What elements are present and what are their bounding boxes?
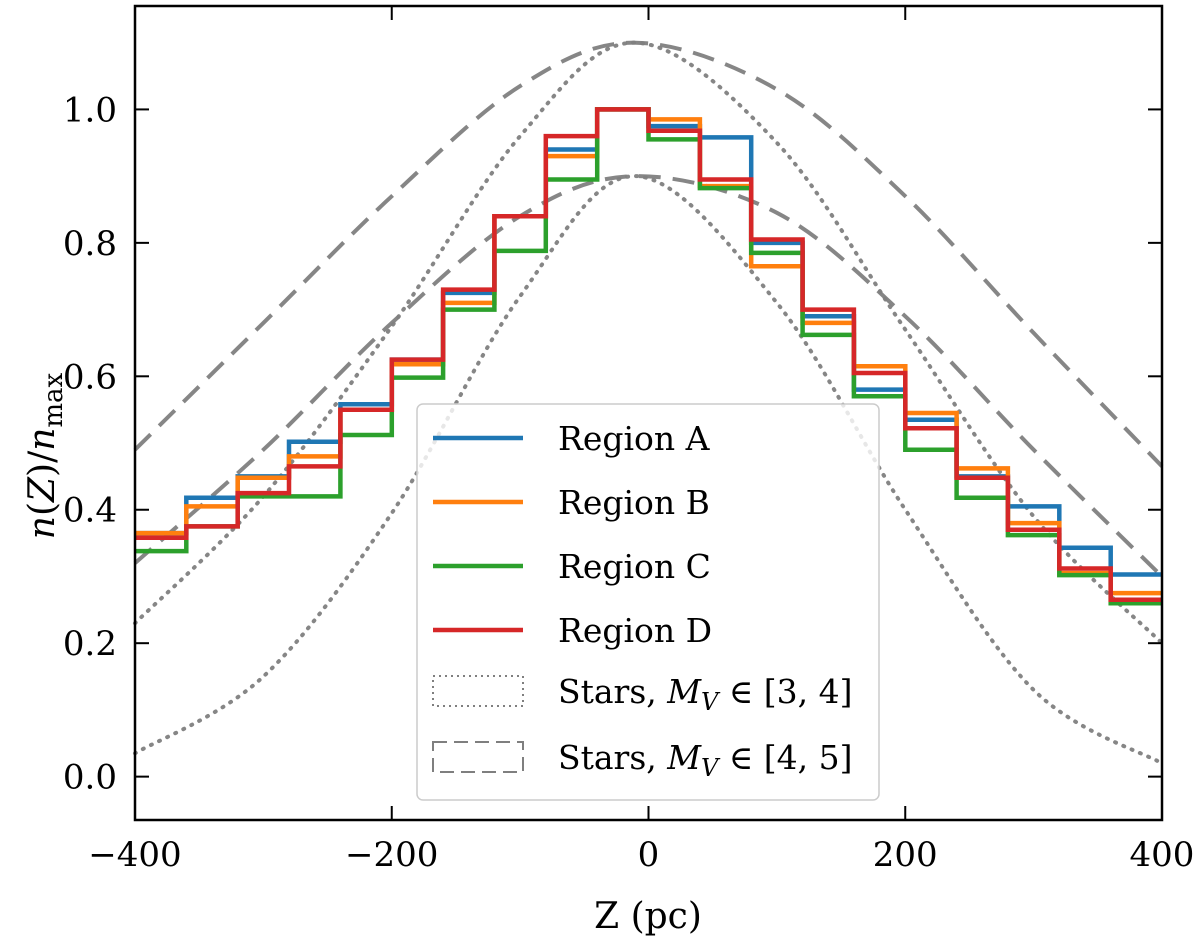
legend-label-prefix: Stars, [558,738,667,777]
axis-ticks [134,6,1163,820]
y-tick-label: 0.0 [63,758,117,798]
legend-label-suffix: ∈ [4, 5] [718,738,852,777]
legend-label-math: M [666,738,702,777]
legend-label-region-b: Region B [558,483,710,522]
y-label-paren-open: ( [22,502,63,516]
legend: Region A Region B Region C Region D Star… [416,403,880,801]
legend-label-region-d: Region D [558,611,712,650]
y-tick-label: 1.0 [63,90,117,130]
x-tick-label: −400 [88,835,181,875]
y-label-subscript: max [39,372,69,427]
y-axis-label: n(Z)/nmax [22,372,69,539]
legend-box [416,403,880,801]
legend-label-stars-mv-3-4: Stars, MV ∈ [3, 4] [558,672,853,716]
y-label-n: n [22,516,63,539]
y-label-slash: / [22,450,63,463]
x-tick-label: 400 [1130,835,1195,875]
legend-label-sub: V [701,688,721,716]
series-region-d [135,107,1162,603]
y-label-paren-close: ) [22,463,63,477]
series-region-c [135,107,1162,606]
x-axis-label: Z (pc) [594,896,702,937]
legend-label-prefix: Stars, [558,672,667,711]
x-tick-label: −200 [345,835,438,875]
y-tick-label: 0.4 [63,491,117,531]
y-tick-label: 0.8 [63,224,117,264]
legend-label-suffix: ∈ [3, 4] [718,672,852,711]
stars-mv-4-5-curve-lower [133,174,1164,578]
region-histograms [135,107,1162,606]
stars-mv-3-4-curve-lower [133,174,1164,766]
legend-label-math: M [666,672,702,711]
stars-mv-4-5-curve-upper [133,40,1164,468]
y-label-n-max: n [22,428,63,451]
x-tick-label: 0 [638,835,660,875]
legend-label-sub: V [701,754,721,782]
y-label-z: Z [22,476,63,503]
y-tick-label: 0.6 [63,357,117,397]
legend-label-stars-mv-4-5: Stars, MV ∈ [4, 5] [558,738,853,782]
legend-label-region-a: Region A [558,419,711,458]
x-tick-label: 200 [873,835,938,875]
y-tick-label: 0.2 [63,624,117,664]
legend-label-region-c: Region C [558,547,711,586]
legend-swatch-stars-mv-4-5 [432,741,524,773]
